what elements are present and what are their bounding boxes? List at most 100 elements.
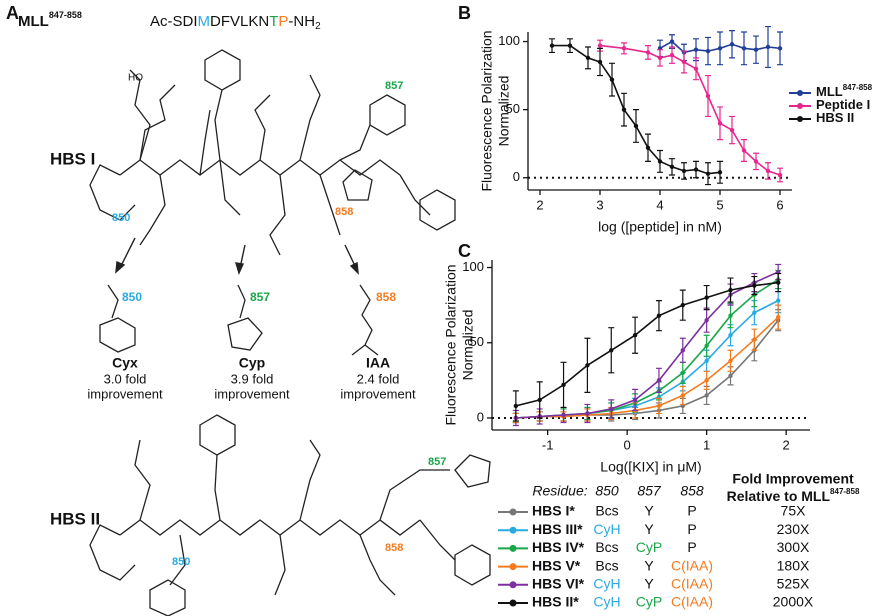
data-point (537, 397, 542, 403)
data-point (513, 403, 519, 409)
data-point (717, 170, 723, 175)
modification-name: IAA (366, 355, 390, 371)
data-point (704, 295, 709, 300)
data-point (597, 43, 603, 48)
legend-label: HBS IV* (532, 539, 585, 555)
y-tick-label: 50 (506, 101, 520, 116)
data-point (567, 43, 573, 48)
modification-note: improvement (214, 386, 290, 401)
legend-name: HBS II (816, 110, 854, 125)
data-point (680, 393, 685, 398)
residue-number: 858 (385, 542, 403, 554)
y-tick-label: 0 (513, 169, 520, 184)
fold-value: 75X (781, 503, 807, 519)
data-point (705, 48, 711, 54)
data-point (777, 46, 783, 51)
data-point (657, 159, 663, 164)
x-tick-label: -1 (542, 437, 554, 452)
fold-header-sup: 847-858 (830, 487, 860, 496)
data-point (633, 123, 639, 129)
legend-name: Peptide I (816, 97, 870, 112)
legend-label: HBS I* (532, 503, 575, 519)
legend-label: HBS V* (532, 557, 581, 573)
table-header: 857 (637, 483, 662, 499)
fold-value: 525X (777, 576, 810, 592)
legend-label: HBS II* (532, 594, 579, 610)
data-point (657, 55, 663, 61)
y-tick-label: 100 (462, 259, 484, 274)
table-cell: CyH (593, 576, 620, 592)
modification-note: 3.0 fold (104, 371, 147, 386)
data-point (728, 333, 733, 338)
hbs-ii-structure (89, 414, 491, 616)
fold-value: 230X (777, 521, 810, 537)
data-point (656, 403, 662, 409)
x-tick-label: 3 (596, 197, 603, 212)
residue-number: 857 (428, 456, 446, 468)
data-point (656, 313, 662, 318)
arrows (115, 237, 359, 276)
peptide-sequence: Ac-SDIMDFVLKNTP-NH2 (150, 13, 321, 32)
data-point (753, 159, 759, 164)
modification-note: 3.9 fold (231, 371, 274, 386)
data-point (681, 59, 687, 65)
residue-number: 857 (385, 80, 403, 92)
table-header: 858 (680, 483, 704, 499)
data-point (561, 412, 566, 418)
structure-label: HBS I (50, 149, 95, 168)
data-point (680, 348, 685, 353)
residue-number: 858 (376, 290, 396, 304)
data-point (693, 66, 699, 71)
data-point (729, 127, 735, 133)
data-point (645, 50, 651, 55)
fold-value: 180X (777, 557, 810, 573)
data-point (669, 52, 675, 58)
fold-value: 300X (777, 539, 810, 555)
panel-label: C (458, 241, 471, 261)
table-cell: Y (644, 557, 654, 573)
residue-number: 850 (112, 212, 130, 224)
structure-label: HBS II (50, 509, 100, 528)
y-tick-label: 0 (477, 409, 484, 424)
data-point (717, 121, 723, 126)
data-point (609, 406, 614, 412)
y-axis-label: Normalized (460, 310, 476, 381)
legend-name: MLL (816, 84, 843, 99)
data-point (776, 314, 781, 320)
data-point (705, 93, 711, 99)
data-point (609, 348, 614, 353)
data-point (753, 47, 759, 52)
fold-header: Fold Improvement (732, 471, 854, 487)
y-axis-label: Fluorescence Polarization (443, 264, 459, 425)
table-cell: Y (644, 576, 654, 592)
seq-part: M (198, 13, 211, 30)
fit-line (515, 319, 779, 419)
table-cell: CyH (593, 521, 620, 537)
data-point (693, 47, 699, 52)
legend-marker (509, 563, 517, 571)
data-point (680, 302, 685, 308)
fit-line (515, 316, 779, 419)
data-point (561, 382, 566, 388)
fit-line (515, 271, 779, 419)
table-cell: C(IAA) (671, 557, 713, 573)
seq-part: P (278, 13, 288, 30)
x-axis-label: log ([peptide] in nM) (598, 219, 722, 235)
data-point (776, 280, 781, 285)
data-point (680, 370, 685, 376)
seq-part: -NH (288, 13, 315, 30)
data-point (728, 287, 733, 293)
panel-label: A (6, 3, 19, 23)
panel-label: B (458, 3, 471, 23)
table-cell: P (687, 503, 696, 519)
x-tick-label: 1 (703, 437, 710, 452)
seq-part: T (269, 13, 278, 30)
legend-label: HBS II (816, 110, 854, 125)
table-cell: C(IAA) (671, 594, 713, 610)
y-axis-label: Normalized (496, 76, 512, 147)
data-point (549, 43, 555, 48)
data-point (728, 373, 733, 379)
atom: HO (128, 73, 143, 84)
legend-table: Residue: 850 857 858 Fold ImprovementRelativ… (498, 471, 860, 610)
